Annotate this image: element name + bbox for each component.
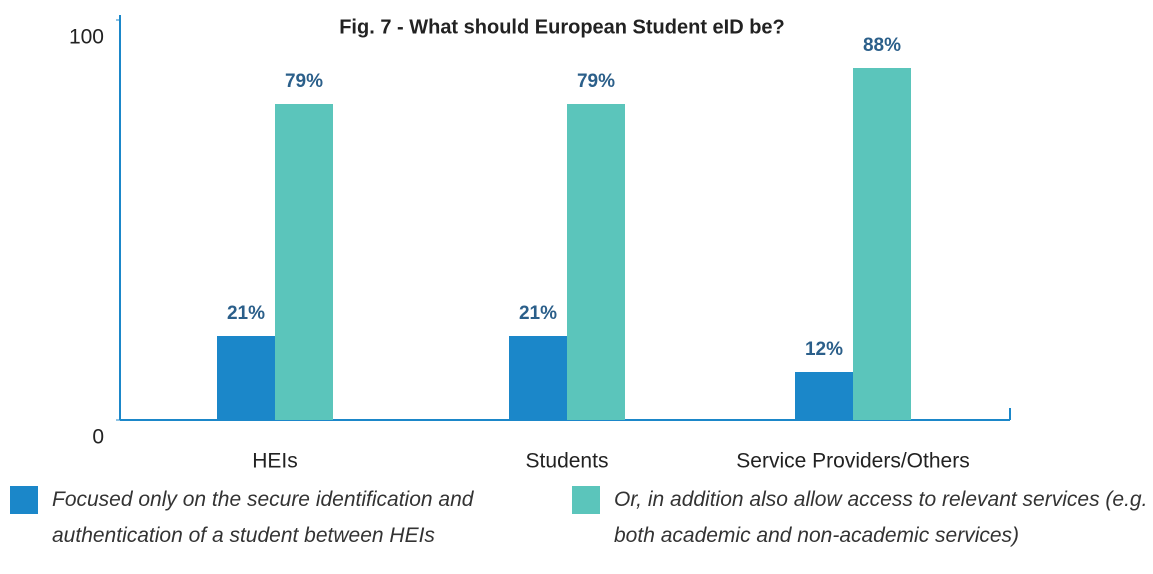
legend-item: Focused only on the secure identificatio…	[10, 482, 530, 554]
bar	[509, 336, 567, 420]
chart: Fig. 7 - What should European Student eI…	[69, 15, 1011, 473]
bar	[567, 104, 625, 420]
bar	[217, 336, 275, 420]
x-tick-label: HEIs	[252, 450, 298, 473]
data-label: 79%	[285, 71, 323, 92]
legend-label: Or, in addition also allow access to rel…	[614, 488, 1148, 547]
data-label: 12%	[805, 339, 843, 360]
legend-item: Or, in addition also allow access to rel…	[572, 482, 1152, 554]
legend-label: Focused only on the secure identificatio…	[52, 488, 474, 547]
bar	[795, 372, 853, 420]
legend-swatch	[572, 486, 600, 514]
y-tick-label: 0	[92, 426, 104, 449]
data-label: 79%	[577, 71, 615, 92]
legend-swatch	[10, 486, 38, 514]
bar	[275, 104, 333, 420]
bar	[853, 68, 911, 420]
data-label: 21%	[227, 303, 265, 324]
x-tick-label: Service Providers/Others	[736, 450, 969, 473]
data-label: 88%	[863, 35, 901, 56]
x-tick-label: Students	[526, 450, 609, 473]
y-tick-label: 100	[69, 26, 104, 49]
data-label: 21%	[519, 303, 557, 324]
chart-title: Fig. 7 - What should European Student eI…	[339, 16, 785, 38]
